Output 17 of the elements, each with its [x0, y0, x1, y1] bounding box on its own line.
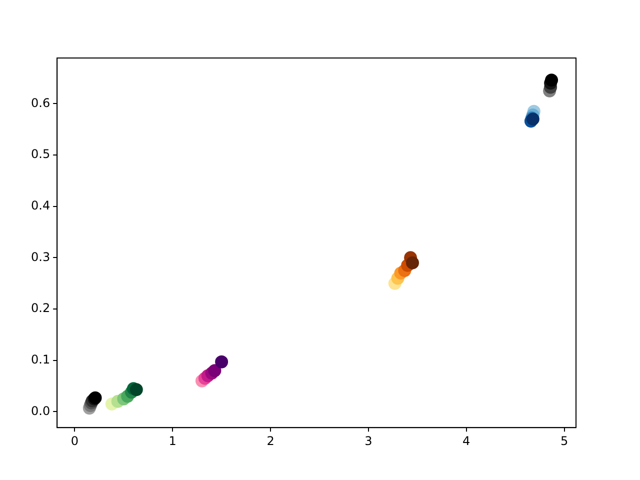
- y-tick-label: 0.4: [30, 198, 50, 212]
- x-tick-label: 1: [168, 434, 176, 448]
- x-tick-label: 3: [364, 434, 372, 448]
- point: [130, 383, 143, 396]
- y-tick-label: 0.2: [30, 301, 50, 316]
- y-tick-label: 0.3: [30, 250, 50, 264]
- point: [215, 355, 228, 368]
- y-tick-label: 0.5: [30, 147, 50, 162]
- y-tick-label: 0.6: [30, 96, 50, 110]
- point: [208, 364, 222, 378]
- x-tick-label: 0: [70, 434, 79, 448]
- x-tick-label: 2: [266, 434, 274, 448]
- x-tick-label: 4: [462, 434, 470, 448]
- y-tick-label: 0.1: [30, 352, 50, 366]
- point: [406, 256, 419, 270]
- y-tick-label: 0.0: [30, 404, 50, 418]
- x-tick-label: 5: [560, 434, 568, 448]
